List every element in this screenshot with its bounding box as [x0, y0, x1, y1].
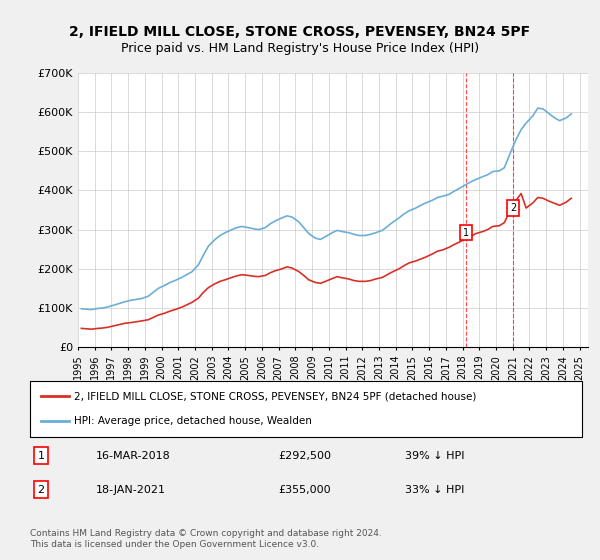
- Text: 39% ↓ HPI: 39% ↓ HPI: [406, 450, 465, 460]
- Text: £355,000: £355,000: [278, 485, 331, 494]
- Text: 2: 2: [37, 485, 44, 494]
- Text: HPI: Average price, detached house, Wealden: HPI: Average price, detached house, Weal…: [74, 416, 312, 426]
- Text: 16-MAR-2018: 16-MAR-2018: [96, 450, 171, 460]
- Text: £292,500: £292,500: [278, 450, 331, 460]
- Text: 2: 2: [510, 203, 517, 213]
- Text: Price paid vs. HM Land Registry's House Price Index (HPI): Price paid vs. HM Land Registry's House …: [121, 42, 479, 55]
- Text: Contains HM Land Registry data © Crown copyright and database right 2024.
This d: Contains HM Land Registry data © Crown c…: [30, 529, 382, 549]
- Text: 2, IFIELD MILL CLOSE, STONE CROSS, PEVENSEY, BN24 5PF: 2, IFIELD MILL CLOSE, STONE CROSS, PEVEN…: [70, 25, 530, 39]
- Text: 33% ↓ HPI: 33% ↓ HPI: [406, 485, 465, 494]
- Text: 2, IFIELD MILL CLOSE, STONE CROSS, PEVENSEY, BN24 5PF (detached house): 2, IFIELD MILL CLOSE, STONE CROSS, PEVEN…: [74, 391, 476, 402]
- Text: 18-JAN-2021: 18-JAN-2021: [96, 485, 166, 494]
- Text: 1: 1: [38, 450, 44, 460]
- FancyBboxPatch shape: [30, 381, 582, 437]
- Text: 1: 1: [463, 227, 469, 237]
